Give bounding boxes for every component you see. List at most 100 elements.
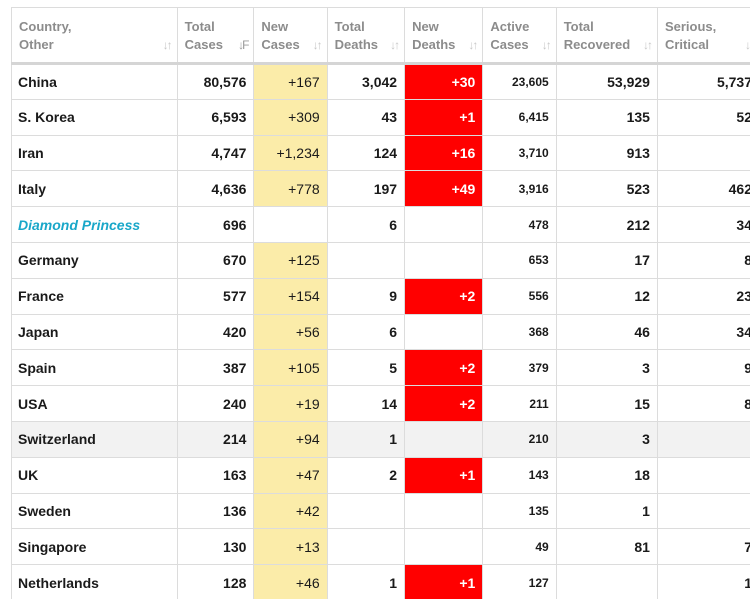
cell-serious-critical — [656, 492, 750, 530]
cell-country: Spain — [11, 349, 178, 387]
sort-icon[interactable]: ↓↑ — [162, 38, 173, 52]
cell-country: USA — [11, 385, 178, 422]
cell-new-cases: +56 — [253, 313, 328, 351]
cell-total-cases: 80,576 — [176, 63, 255, 100]
header-line: Cases — [490, 37, 529, 52]
cell-serious-critical — [656, 420, 750, 458]
table-row: Germany 670 +125 653 17 8 — [11, 241, 750, 279]
cell-new-deaths: +49 — [404, 170, 484, 208]
country-name: Netherlands — [18, 574, 99, 591]
sort-icon[interactable]: ↓↑ — [541, 38, 552, 52]
country-name: Japan — [18, 323, 59, 340]
cell-new-deaths: +2 — [404, 385, 484, 422]
country-name: China — [18, 73, 57, 90]
cell-new-deaths — [404, 241, 484, 279]
cell-serious-critical: 34 — [656, 313, 750, 351]
cell-total-recovered: 3 — [555, 420, 658, 458]
sort-icon[interactable]: ↓↑ — [642, 38, 653, 52]
sort-icon[interactable]: ↓↑ — [468, 38, 478, 52]
header-total-cases[interactable]: Total Cases ↓F — [176, 7, 255, 65]
sort-icon[interactable]: ↓↑ — [312, 38, 323, 52]
cell-serious-critical: 9 — [656, 349, 750, 387]
header-total-deaths[interactable]: Total Deaths ↓↑ — [326, 7, 406, 65]
cell-total-recovered: 17 — [555, 241, 658, 279]
cell-total-cases: 420 — [176, 313, 255, 351]
table-row: Spain 387 +105 5 +2 379 3 9 — [11, 349, 750, 387]
cell-new-cases: +778 — [253, 170, 328, 208]
table-row: Sweden 136 +42 135 1 — [11, 492, 750, 530]
cell-active-cases: 3,916 — [482, 170, 557, 208]
cell-total-recovered: 18 — [555, 456, 658, 494]
cell-total-deaths: 6 — [326, 206, 406, 243]
cell-new-cases: +42 — [253, 492, 328, 530]
country-name: Iran — [18, 144, 44, 161]
cell-country: S. Korea — [11, 98, 178, 136]
table-row: UK 163 +47 2 +1 143 18 — [11, 456, 750, 494]
header-new-deaths[interactable]: New Deaths ↓↑ — [404, 7, 484, 65]
cell-new-deaths — [404, 420, 484, 458]
cell-serious-critical: 34 — [656, 206, 750, 243]
cell-total-deaths: 1 — [326, 420, 406, 458]
country-name: Spain — [18, 359, 57, 376]
cell-total-deaths: 5 — [326, 349, 406, 387]
cell-total-recovered — [555, 564, 658, 599]
cell-new-cases: +19 — [253, 385, 328, 422]
table-row: Switzerland 214 +94 1 210 3 — [11, 420, 750, 458]
header-active-cases[interactable]: Active Cases ↓↑ — [482, 7, 557, 65]
cell-active-cases: 556 — [482, 277, 557, 315]
table-row: France 577 +154 9 +2 556 12 23 — [11, 277, 750, 315]
header-line: Other — [19, 37, 54, 52]
country-link[interactable]: Diamond Princess — [18, 216, 141, 233]
cell-total-deaths: 9 — [326, 277, 406, 315]
header-line: Critical — [664, 37, 710, 52]
country-name: Italy — [18, 180, 47, 197]
cell-total-deaths: 6 — [326, 313, 406, 351]
sort-icon[interactable]: ↓↑ — [390, 38, 400, 52]
cell-total-cases: 387 — [176, 349, 255, 387]
covid-cases-table: Country, Other ↓↑ Total Cases ↓F New Cases ↓↑ … — [11, 7, 750, 599]
table-row: USA 240 +19 14 +2 211 15 8 — [11, 385, 750, 422]
header-row: Country, Other ↓↑ Total Cases ↓F New Cases ↓↑ … — [11, 7, 750, 65]
cell-total-cases: 214 — [176, 420, 255, 458]
header-total-recovered[interactable]: Total Recovered ↓↑ — [555, 7, 658, 65]
cell-new-cases: +13 — [253, 528, 328, 566]
cell-country: China — [11, 63, 178, 100]
header-country[interactable]: Country, Other ↓↑ — [11, 7, 178, 65]
cell-new-deaths: +16 — [404, 134, 484, 172]
cell-country: Switzerland — [11, 420, 178, 458]
cell-total-deaths — [326, 492, 406, 530]
cell-total-deaths: 14 — [326, 385, 406, 422]
cell-total-cases: 696 — [176, 206, 255, 243]
cell-new-cases: +105 — [253, 349, 328, 387]
cell-total-cases: 130 — [176, 528, 255, 566]
cell-active-cases: 127 — [482, 564, 557, 599]
cell-total-recovered: 53,929 — [555, 63, 658, 100]
cell-active-cases: 379 — [482, 349, 557, 387]
header-new-cases[interactable]: New Cases ↓↑ — [253, 7, 328, 65]
header-line: Country, — [19, 19, 72, 34]
country-name: S. Korea — [18, 109, 75, 126]
cell-new-cases: +309 — [253, 98, 328, 136]
cell-total-deaths — [326, 528, 406, 566]
table-row: Japan 420 +56 6 368 46 34 — [11, 313, 750, 351]
cell-new-cases: +46 — [253, 564, 328, 599]
header-serious-critical[interactable]: Serious, Critical ↓↑ — [656, 7, 750, 65]
cell-total-cases: 240 — [176, 385, 255, 422]
sort-active-icon[interactable]: ↓F — [238, 38, 249, 52]
header-line: Total — [334, 19, 365, 34]
cell-new-cases: +94 — [253, 420, 328, 458]
cell-new-cases — [253, 206, 328, 243]
cell-serious-critical — [656, 456, 750, 494]
cell-new-deaths: +30 — [404, 63, 484, 100]
header-line: Cases — [184, 37, 223, 52]
cell-new-deaths — [404, 206, 484, 243]
cell-country: Italy — [11, 170, 178, 208]
cell-new-deaths — [404, 313, 484, 351]
sort-icon[interactable]: ↓↑ — [745, 38, 750, 52]
cell-serious-critical: 52 — [656, 98, 750, 136]
cell-total-recovered: 212 — [555, 206, 658, 243]
country-name: Germany — [18, 252, 79, 269]
cell-total-cases: 670 — [176, 241, 255, 279]
cell-total-deaths: 1 — [326, 564, 406, 599]
cell-total-cases: 577 — [176, 277, 255, 315]
